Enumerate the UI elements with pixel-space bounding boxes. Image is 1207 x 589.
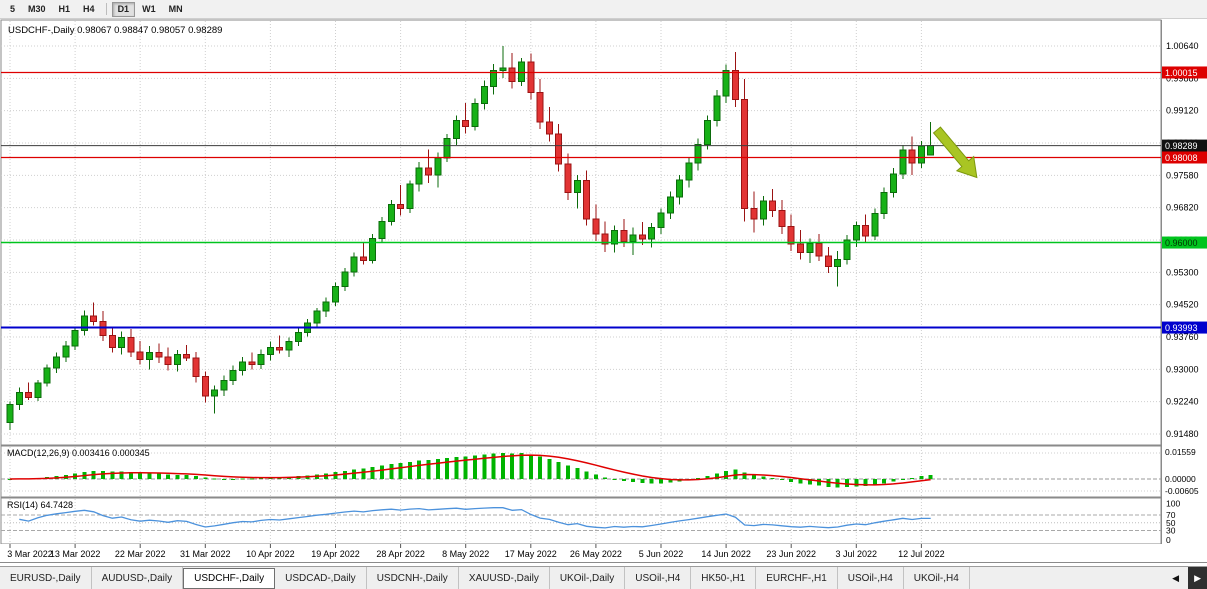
period-button-w1[interactable]: W1 [136,2,162,17]
chart-tab-usoilh4[interactable]: USOil-,H4 [838,567,904,589]
chart-tab-eurchfh1[interactable]: EURCHF-,H1 [756,567,838,589]
period-button-h4[interactable]: H4 [77,2,101,17]
chart-tab-ukoildaily[interactable]: UKOil-,Daily [550,567,626,589]
svg-text:12 Jul 2022: 12 Jul 2022 [898,549,945,559]
svg-text:0.98008: 0.98008 [1165,153,1198,163]
svg-text:70: 70 [1166,510,1176,520]
timeframe-toolbar: 5 M30 H1 H4 D1 W1 MN [0,0,1207,19]
svg-text:14 Jun 2022: 14 Jun 2022 [701,549,751,559]
svg-text:100: 100 [1166,499,1180,509]
period-button-h1[interactable]: H1 [53,2,77,17]
trend-arrow[interactable] [929,123,986,185]
svg-text:3 Mar 2022: 3 Mar 2022 [7,549,53,559]
price-tag-0.96000: 0.96000 [1162,236,1207,249]
svg-text:23 Jun 2022: 23 Jun 2022 [766,549,816,559]
macd-signal-value: 0.000345 [112,448,150,458]
svg-text:8 May 2022: 8 May 2022 [442,549,489,559]
chart-symbol-period: USDCHF-,Daily [8,25,75,36]
chart-panels [0,19,1207,563]
svg-text:0.95300: 0.95300 [1166,267,1199,277]
macd-name: MACD(12,26,9) [7,448,70,458]
svg-text:31 Mar 2022: 31 Mar 2022 [180,549,231,559]
period-button-m30[interactable]: M30 [22,2,52,17]
svg-text:0.99120: 0.99120 [1166,106,1199,116]
svg-text:17 May 2022: 17 May 2022 [505,549,557,559]
svg-text:0.91480: 0.91480 [1166,429,1199,439]
svg-text:0.93993: 0.93993 [1165,323,1198,333]
rsi-value: 64.7428 [40,500,74,510]
svg-text:0.01559: 0.01559 [1165,447,1196,457]
chart-tab-usoilh4[interactable]: USOil-,H4 [625,567,692,589]
tab-scroll-controls: ◀ ▶ [1162,567,1207,589]
chart-tabbar: EURUSD-,Daily AUDUSD-,Daily USDCHF-,Daily U… [0,566,1207,589]
chart-tab-xauusddaily[interactable]: XAUUSD-,Daily [459,567,550,589]
svg-text:22 Mar 2022: 22 Mar 2022 [115,549,166,559]
period-button-d1[interactable]: D1 [111,1,136,17]
price-tag-1.00015: 1.00015 [1162,66,1207,79]
chart-tab-eurusddaily[interactable]: EURUSD-,Daily [0,567,92,589]
chart-tab-audusddaily[interactable]: AUDUSD-,Daily [92,567,184,589]
svg-text:30: 30 [1166,525,1176,535]
svg-text:0.93000: 0.93000 [1166,364,1199,374]
tabs-scroll-right-icon[interactable]: ▶ [1188,567,1207,589]
svg-text:28 Apr 2022: 28 Apr 2022 [376,549,425,559]
svg-text:10 Apr 2022: 10 Apr 2022 [246,549,295,559]
toolbar-separator [105,3,107,15]
svg-text:19 Apr 2022: 19 Apr 2022 [311,549,360,559]
main-price-panel[interactable] [0,19,1162,446]
svg-text:0.92240: 0.92240 [1166,397,1199,407]
svg-text:0.98289: 0.98289 [1165,141,1198,151]
chart-tab-hk50h1[interactable]: HK50-,H1 [691,567,757,589]
svg-text:1.00015: 1.00015 [1165,68,1198,78]
svg-text:0.00000: 0.00000 [1165,474,1196,484]
svg-text:-0.00605: -0.00605 [1165,486,1199,496]
svg-text:26 May 2022: 26 May 2022 [570,549,622,559]
svg-text:0.97580: 0.97580 [1166,170,1199,180]
rsi-label: RSI(14) 64.7428 [7,500,73,510]
macd-panel[interactable] [0,445,1162,498]
svg-text:13 Mar 2022: 13 Mar 2022 [50,549,101,559]
macd-label: MACD(12,26,9) 0.003416 0.000345 [7,448,150,458]
svg-text:3 Jul 2022: 3 Jul 2022 [836,549,878,559]
chart-tab-ukoilh4[interactable]: UKOil-,H4 [904,567,970,589]
svg-text:1.00640: 1.00640 [1166,41,1199,51]
svg-text:0.93760: 0.93760 [1166,332,1199,342]
tabs-scroll-left-icon[interactable]: ◀ [1172,572,1180,583]
price-tag-0.93993: 0.93993 [1162,321,1207,334]
chart-title: USDCHF-,Daily 0.98067 0.98847 0.98057 0.… [8,25,222,36]
svg-text:50: 50 [1166,518,1176,528]
svg-text:0.94520: 0.94520 [1166,300,1199,310]
chart-tab-usdcaddaily[interactable]: USDCAD-,Daily [275,567,367,589]
macd-main-value: 0.003416 [72,448,110,458]
chart-tab-usdcnhdaily[interactable]: USDCNH-,Daily [367,567,459,589]
price-tag-0.98008: 0.98008 [1162,151,1207,164]
svg-text:0: 0 [1166,535,1171,545]
rsi-name: RSI(14) [7,500,39,510]
svg-text:0.96000: 0.96000 [1165,238,1198,248]
chart-tabs: EURUSD-,Daily AUDUSD-,Daily USDCHF-,Daily U… [0,567,970,589]
price-axis-area[interactable] [1161,20,1207,544]
period-button-5[interactable]: 5 [4,2,21,17]
macd-signal-line [9,454,931,486]
rsi-panel[interactable] [0,497,1162,545]
chart-ohlc-values: 0.98067 0.98847 0.98057 0.98289 [77,25,223,36]
time-axis-area[interactable] [0,544,1207,563]
svg-text:5 Jun 2022: 5 Jun 2022 [639,549,684,559]
price-tag-0.98289: 0.98289 [1162,139,1207,152]
rsi-line [19,507,931,529]
period-button-mn[interactable]: MN [163,2,189,17]
grid [1,21,1161,543]
svg-text:0.96820: 0.96820 [1166,203,1199,213]
chart-tab-usdchfdaily[interactable]: USDCHF-,Daily [183,568,276,589]
